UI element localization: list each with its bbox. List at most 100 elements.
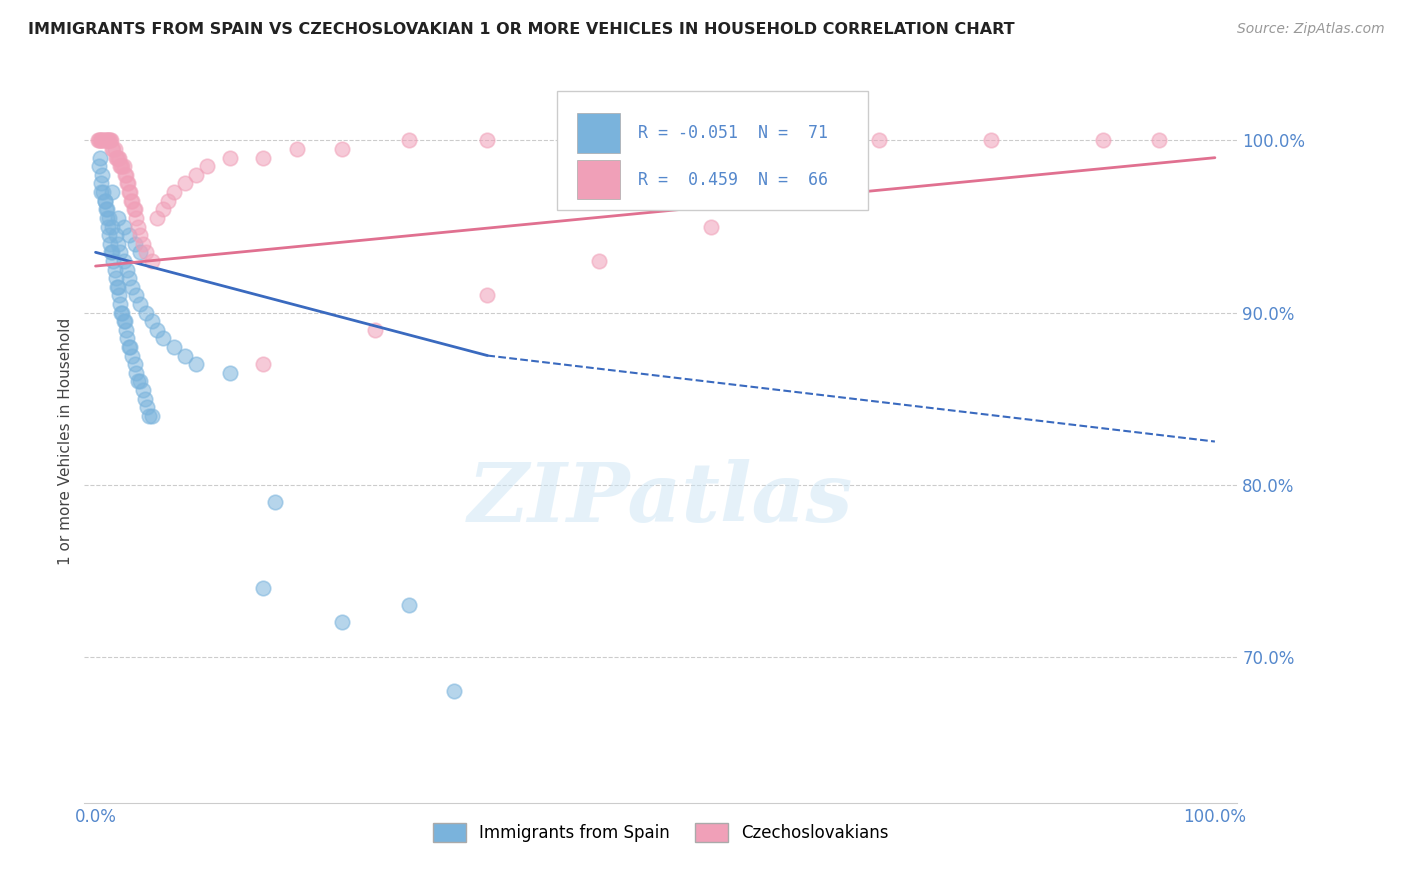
Point bbox=[129, 297, 152, 311]
FancyBboxPatch shape bbox=[557, 91, 869, 211]
Point bbox=[89, 151, 111, 165]
Point bbox=[87, 133, 110, 147]
Point bbox=[87, 133, 110, 147]
Point bbox=[93, 194, 115, 208]
Point bbox=[114, 168, 136, 182]
Point bbox=[129, 245, 152, 260]
Point bbox=[186, 168, 208, 182]
Point bbox=[588, 253, 610, 268]
Point bbox=[108, 151, 131, 165]
Point bbox=[252, 581, 274, 595]
Point bbox=[135, 305, 157, 319]
Point bbox=[398, 598, 420, 612]
Point bbox=[124, 357, 146, 371]
Point bbox=[94, 133, 117, 147]
Point bbox=[124, 236, 146, 251]
Point bbox=[477, 133, 499, 147]
Point bbox=[868, 133, 890, 147]
Point bbox=[115, 331, 138, 345]
Point bbox=[118, 185, 141, 199]
Point bbox=[811, 185, 834, 199]
Point bbox=[285, 142, 308, 156]
Point bbox=[186, 357, 208, 371]
Point bbox=[146, 323, 169, 337]
Point bbox=[125, 366, 148, 380]
Point bbox=[330, 142, 353, 156]
Point bbox=[103, 142, 125, 156]
Point bbox=[554, 133, 576, 147]
Point bbox=[129, 375, 152, 389]
Point bbox=[98, 211, 121, 225]
Point bbox=[104, 151, 127, 165]
Point bbox=[131, 383, 153, 397]
Point bbox=[118, 271, 141, 285]
Point bbox=[96, 202, 118, 217]
Bar bbox=[576, 160, 620, 200]
Point bbox=[134, 392, 156, 406]
Point bbox=[94, 202, 117, 217]
Point bbox=[252, 151, 274, 165]
Point bbox=[108, 297, 131, 311]
Point bbox=[131, 236, 153, 251]
Point bbox=[101, 219, 124, 234]
Point bbox=[93, 133, 115, 147]
Point bbox=[96, 133, 118, 147]
Point bbox=[157, 194, 180, 208]
Point bbox=[1147, 133, 1170, 147]
Point bbox=[141, 253, 163, 268]
Point bbox=[103, 262, 125, 277]
Point bbox=[108, 288, 131, 302]
Point bbox=[120, 185, 142, 199]
Y-axis label: 1 or more Vehicles in Household: 1 or more Vehicles in Household bbox=[58, 318, 73, 566]
Text: R = -0.051  N =  71: R = -0.051 N = 71 bbox=[638, 124, 828, 142]
Point bbox=[700, 219, 723, 234]
Point bbox=[114, 323, 136, 337]
Point bbox=[98, 133, 121, 147]
Point bbox=[218, 151, 240, 165]
Point bbox=[98, 228, 121, 243]
Point bbox=[96, 211, 118, 225]
Point bbox=[218, 366, 240, 380]
Point bbox=[105, 279, 128, 293]
Point bbox=[121, 349, 143, 363]
Point bbox=[644, 133, 666, 147]
Point bbox=[111, 159, 134, 173]
Point bbox=[120, 340, 142, 354]
Point bbox=[129, 228, 152, 243]
Point bbox=[117, 177, 139, 191]
Point bbox=[124, 202, 146, 217]
Point bbox=[91, 133, 114, 147]
Point bbox=[91, 168, 114, 182]
Point bbox=[112, 159, 135, 173]
Text: IMMIGRANTS FROM SPAIN VS CZECHOSLOVAKIAN 1 OR MORE VEHICLES IN HOUSEHOLD CORRELA: IMMIGRANTS FROM SPAIN VS CZECHOSLOVAKIAN… bbox=[28, 22, 1015, 37]
Point bbox=[87, 159, 110, 173]
Point bbox=[127, 219, 149, 234]
Point bbox=[125, 211, 148, 225]
Point bbox=[163, 185, 186, 199]
Point bbox=[107, 151, 129, 165]
Point bbox=[101, 245, 124, 260]
Point bbox=[104, 271, 127, 285]
Point bbox=[101, 185, 124, 199]
Point bbox=[103, 253, 125, 268]
Point bbox=[118, 228, 141, 243]
Point bbox=[121, 279, 143, 293]
Point bbox=[112, 219, 135, 234]
Point bbox=[108, 245, 131, 260]
Point bbox=[90, 133, 112, 147]
Point bbox=[110, 159, 132, 173]
Point bbox=[163, 340, 186, 354]
Point bbox=[90, 177, 112, 191]
Point bbox=[127, 375, 149, 389]
Point bbox=[136, 400, 159, 414]
Point bbox=[115, 262, 138, 277]
Point bbox=[107, 236, 129, 251]
Point bbox=[118, 340, 141, 354]
Point bbox=[122, 202, 145, 217]
Point bbox=[980, 133, 1002, 147]
Point bbox=[98, 236, 121, 251]
Text: ZIPatlas: ZIPatlas bbox=[468, 459, 853, 540]
Point bbox=[174, 177, 197, 191]
Point bbox=[197, 159, 219, 173]
Point bbox=[152, 202, 174, 217]
